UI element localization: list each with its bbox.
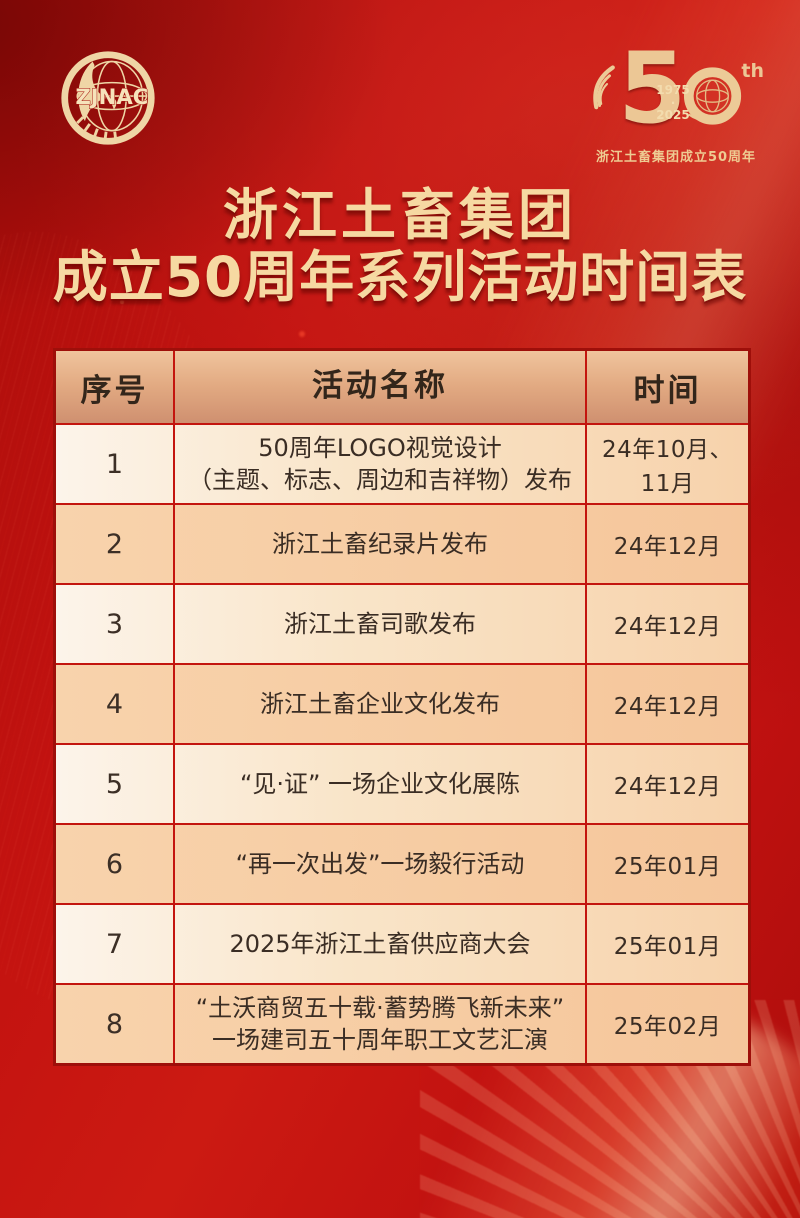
- table-row: 5 “见·证” 一场企业文化展陈 24年12月: [56, 745, 748, 825]
- cell-time: 25年01月: [613, 854, 722, 880]
- logo-50th: 5 th 1975 · 2025 浙江土畜集团成立50周年: [588, 34, 764, 165]
- cell-serial: 6: [56, 825, 175, 903]
- cell-serial: 3: [56, 585, 175, 663]
- cell-time: 24年10月、11月: [601, 437, 734, 497]
- cell-time: 24年12月: [613, 534, 722, 560]
- cell-time: 24年12月: [613, 694, 722, 720]
- logo-50-digit-5: 5: [618, 32, 686, 146]
- cell-serial: 7: [56, 905, 175, 983]
- cell-serial: 1: [56, 425, 175, 503]
- cell-activity: “土沃商贸五十载·蓄势腾飞新未来” 一场建司五十周年职工文艺汇演: [175, 985, 587, 1063]
- title-line-1: 浙江土畜集团: [222, 183, 577, 247]
- cell-activity: “见·证” 一场企业文化展陈: [175, 745, 587, 823]
- logo-50-caption: 浙江土畜集团成立50周年: [595, 150, 757, 165]
- cell-time: 25年02月: [613, 1014, 722, 1040]
- schedule-table: 序号 活动名称 时间 1 50周年LOGO视觉设计 （主题、标志、周边和吉祥物）…: [53, 348, 751, 1066]
- sparkle-dots: [0, 0, 4, 4]
- cell-time: 24年12月: [613, 774, 722, 800]
- table-row: 1 50周年LOGO视觉设计 （主题、标志、周边和吉祥物）发布 24年10月、1…: [56, 425, 748, 505]
- header-activity: 活动名称: [175, 351, 587, 423]
- cell-serial: 8: [56, 985, 175, 1063]
- cell-activity: 浙江土畜企业文化发布: [175, 665, 587, 743]
- cell-activity: 浙江土畜纪录片发布: [175, 505, 587, 583]
- table-row: 2 浙江土畜纪录片发布 24年12月: [56, 505, 748, 585]
- poster-title: 浙江土畜集团 成立50周年系列活动时间表: [0, 183, 800, 310]
- logo-50-dot: ·: [670, 95, 676, 110]
- table-row: 8 “土沃商贸五十载·蓄势腾飞新未来” 一场建司五十周年职工文艺汇演 25年02…: [56, 985, 748, 1063]
- cell-time: 25年01月: [613, 934, 722, 960]
- cell-serial: 4: [56, 665, 175, 743]
- cell-activity: 50周年LOGO视觉设计 （主题、标志、周边和吉祥物）发布: [175, 425, 587, 503]
- zjnac-logo-icon: ZJNAC: [61, 51, 155, 145]
- cell-serial: 5: [56, 745, 175, 823]
- table-row: 3 浙江土畜司歌发布 24年12月: [56, 585, 748, 665]
- cell-time: 24年12月: [613, 614, 722, 640]
- wing-icon: [593, 65, 615, 110]
- table-row: 7 2025年浙江土畜供应商大会 25年01月: [56, 905, 748, 985]
- table-header-row: 序号 活动名称 时间: [56, 351, 748, 425]
- header-time: 时间: [633, 372, 702, 409]
- cell-activity: 浙江土畜司歌发布: [175, 585, 587, 663]
- title-line-2: 成立50周年系列活动时间表: [52, 245, 748, 310]
- cell-activity: 2025年浙江土畜供应商大会: [175, 905, 587, 983]
- logo-50-zero-globe-icon: [684, 67, 742, 125]
- cell-serial: 2: [56, 505, 175, 583]
- logo-50-year-1975: 1975: [656, 83, 690, 97]
- logo-50-th-suffix: th: [741, 60, 764, 82]
- logo-50-year-2025: 2025: [656, 108, 690, 123]
- zjnac-logo-text: ZJNAC: [75, 84, 148, 109]
- logo-50-years: 1975 · 2025: [650, 84, 696, 122]
- header-serial: 序号: [56, 351, 175, 423]
- table-row: 6 “再一次出发”一场毅行活动 25年01月: [56, 825, 748, 905]
- table-row: 4 浙江土畜企业文化发布 24年12月: [56, 665, 748, 745]
- cell-activity: “再一次出发”一场毅行活动: [175, 825, 587, 903]
